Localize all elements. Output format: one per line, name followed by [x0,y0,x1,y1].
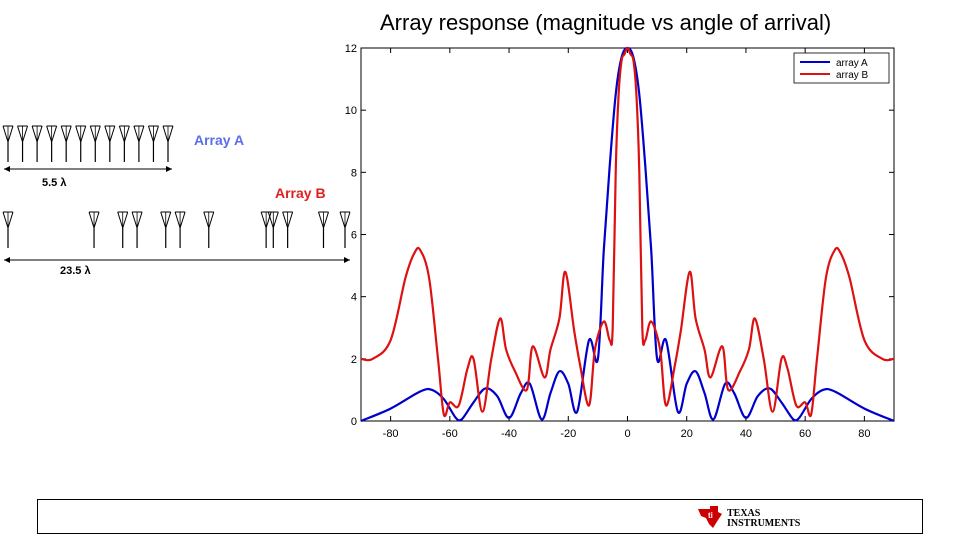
x-tick-label: 20 [681,428,693,440]
arrow-left-icon [4,166,10,172]
logo-text-line-1: TEXAS [727,508,761,519]
antenna-icon [2,125,14,162]
x-tick-label: -60 [442,428,458,440]
texas-state-icon [698,506,722,528]
antenna-icon [160,211,172,248]
series-lines [360,46,895,423]
array-response-chart: -80 -60 -40 -20 0 20 40 60 80 0 2 4 6 8 10 12 array Aar… [345,43,895,440]
svg-text:ti: ti [708,511,713,520]
antenna-icon [17,125,29,162]
arrow-right-icon [166,166,172,172]
antenna-icon [117,211,129,248]
antenna-icon [118,125,130,162]
antenna-icon [88,211,100,248]
antenna-icon [104,125,116,162]
antenna-icon [89,125,101,162]
array-a-aperture-label: 5.5 λ [42,177,66,189]
array-geometry-diagram: Array A 5.5 λ Array B 23.5 λ [2,125,351,277]
antenna-icon [31,125,43,162]
array-b-aperture-label: 23.5 λ [60,265,91,277]
antenna-icon [133,125,145,162]
antenna-icon [2,211,14,248]
y-tick-label: 0 [351,416,357,428]
antenna-icon [131,211,143,248]
legend-label: array A [836,58,868,69]
antenna-icon [174,211,186,248]
plot-area [360,47,895,422]
arrow-right-icon [344,257,350,263]
y-tick-label: 6 [351,230,357,242]
x-tick-label: 60 [799,428,811,440]
antenna-icon [75,125,87,162]
antenna-icon [203,211,215,248]
array-b-antennas [2,211,351,248]
x-tick-label: 0 [624,428,630,440]
antenna-icon [339,211,351,248]
array-a-antennas [2,125,174,162]
array-b-label: Array B [275,185,326,201]
logo-text-line-2: INSTRUMENTS [727,518,801,529]
y-tick-label: 12 [345,43,357,55]
legend-label: array B [836,70,869,81]
texas-instruments-logo: ti TEXAS INSTRUMENTS [698,506,801,529]
antenna-icon [147,125,159,162]
x-tick-label: 40 [740,428,752,440]
array-a-label: Array A [194,132,244,148]
axis-ticks: -80 -60 -40 -20 0 20 40 60 80 0 2 4 6 8 10 12 [345,43,894,440]
arrow-left-icon [4,257,10,263]
legend-box [793,52,890,84]
slide-title: Array response (magnitude vs angle of ar… [380,10,832,35]
y-tick-label: 8 [351,167,357,179]
antenna-icon [282,211,294,248]
footer-bar [37,499,923,534]
x-tick-label: 80 [858,428,870,440]
x-tick-label: -40 [501,428,517,440]
antenna-icon [46,125,58,162]
antenna-icon [162,125,174,162]
x-tick-label: -20 [560,428,576,440]
series-line-array-b [360,46,895,418]
y-tick-label: 10 [345,105,357,117]
y-tick-label: 4 [351,292,357,304]
x-tick-label: -80 [383,428,399,440]
antenna-icon [60,125,72,162]
y-tick-label: 2 [351,354,357,366]
antenna-icon [318,211,329,248]
series-line-array-a [360,46,895,423]
antenna-icon [267,211,279,248]
